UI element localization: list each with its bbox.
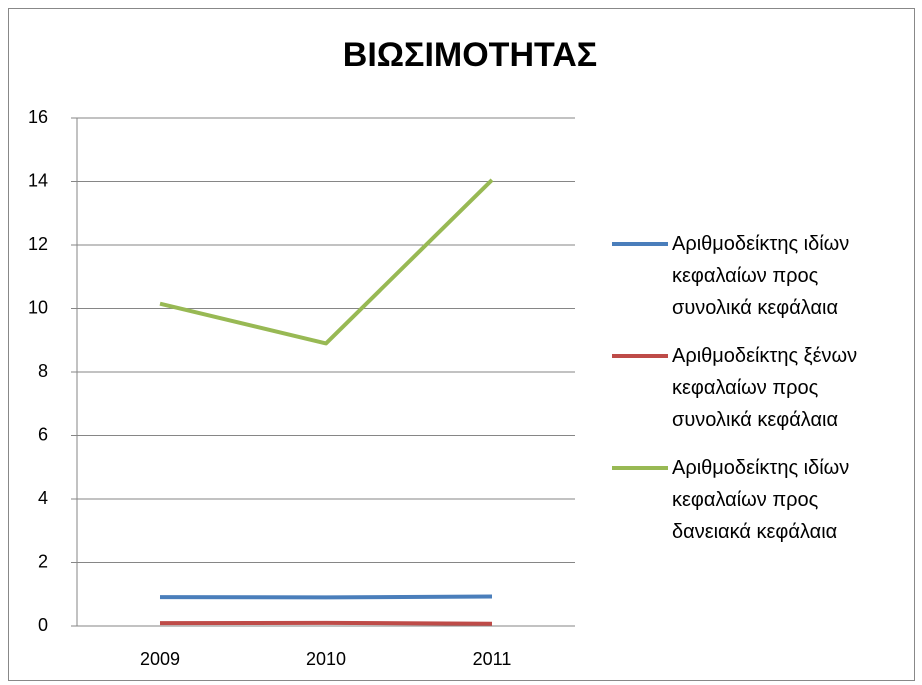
- y-tick-label: 10: [28, 297, 48, 317]
- x-tick-label: 2010: [306, 649, 346, 669]
- y-tick-label: 2: [38, 551, 48, 571]
- x-tick-label: 2009: [140, 649, 180, 669]
- legend-label: Αριθμοδείκτης ιδίων κεφαλαίων προς δανει…: [672, 457, 850, 543]
- legend-label: Αριθμοδείκτης ξένων κεφαλαίων προς συνολ…: [672, 345, 858, 431]
- chart-border: [8, 8, 915, 681]
- y-tick-label: 14: [28, 170, 48, 190]
- y-tick-label: 4: [38, 488, 48, 508]
- series-line: [159, 594, 493, 600]
- series-line: [159, 178, 494, 346]
- legend-label: Αριθμοδείκτης ιδίων κεφαλαίων προς συνολ…: [672, 233, 850, 319]
- series-line: [159, 620, 493, 626]
- y-tick-label: 0: [38, 615, 48, 635]
- y-tick-label: 12: [28, 234, 48, 254]
- x-tick-label: 2011: [473, 649, 512, 669]
- y-tick-label: 16: [28, 107, 48, 127]
- y-tick-label: 8: [38, 361, 48, 381]
- chart-title: ΒΙΩΣΙΜΟΤΗΤΑΣ: [343, 36, 597, 74]
- y-tick-label: 6: [38, 424, 48, 444]
